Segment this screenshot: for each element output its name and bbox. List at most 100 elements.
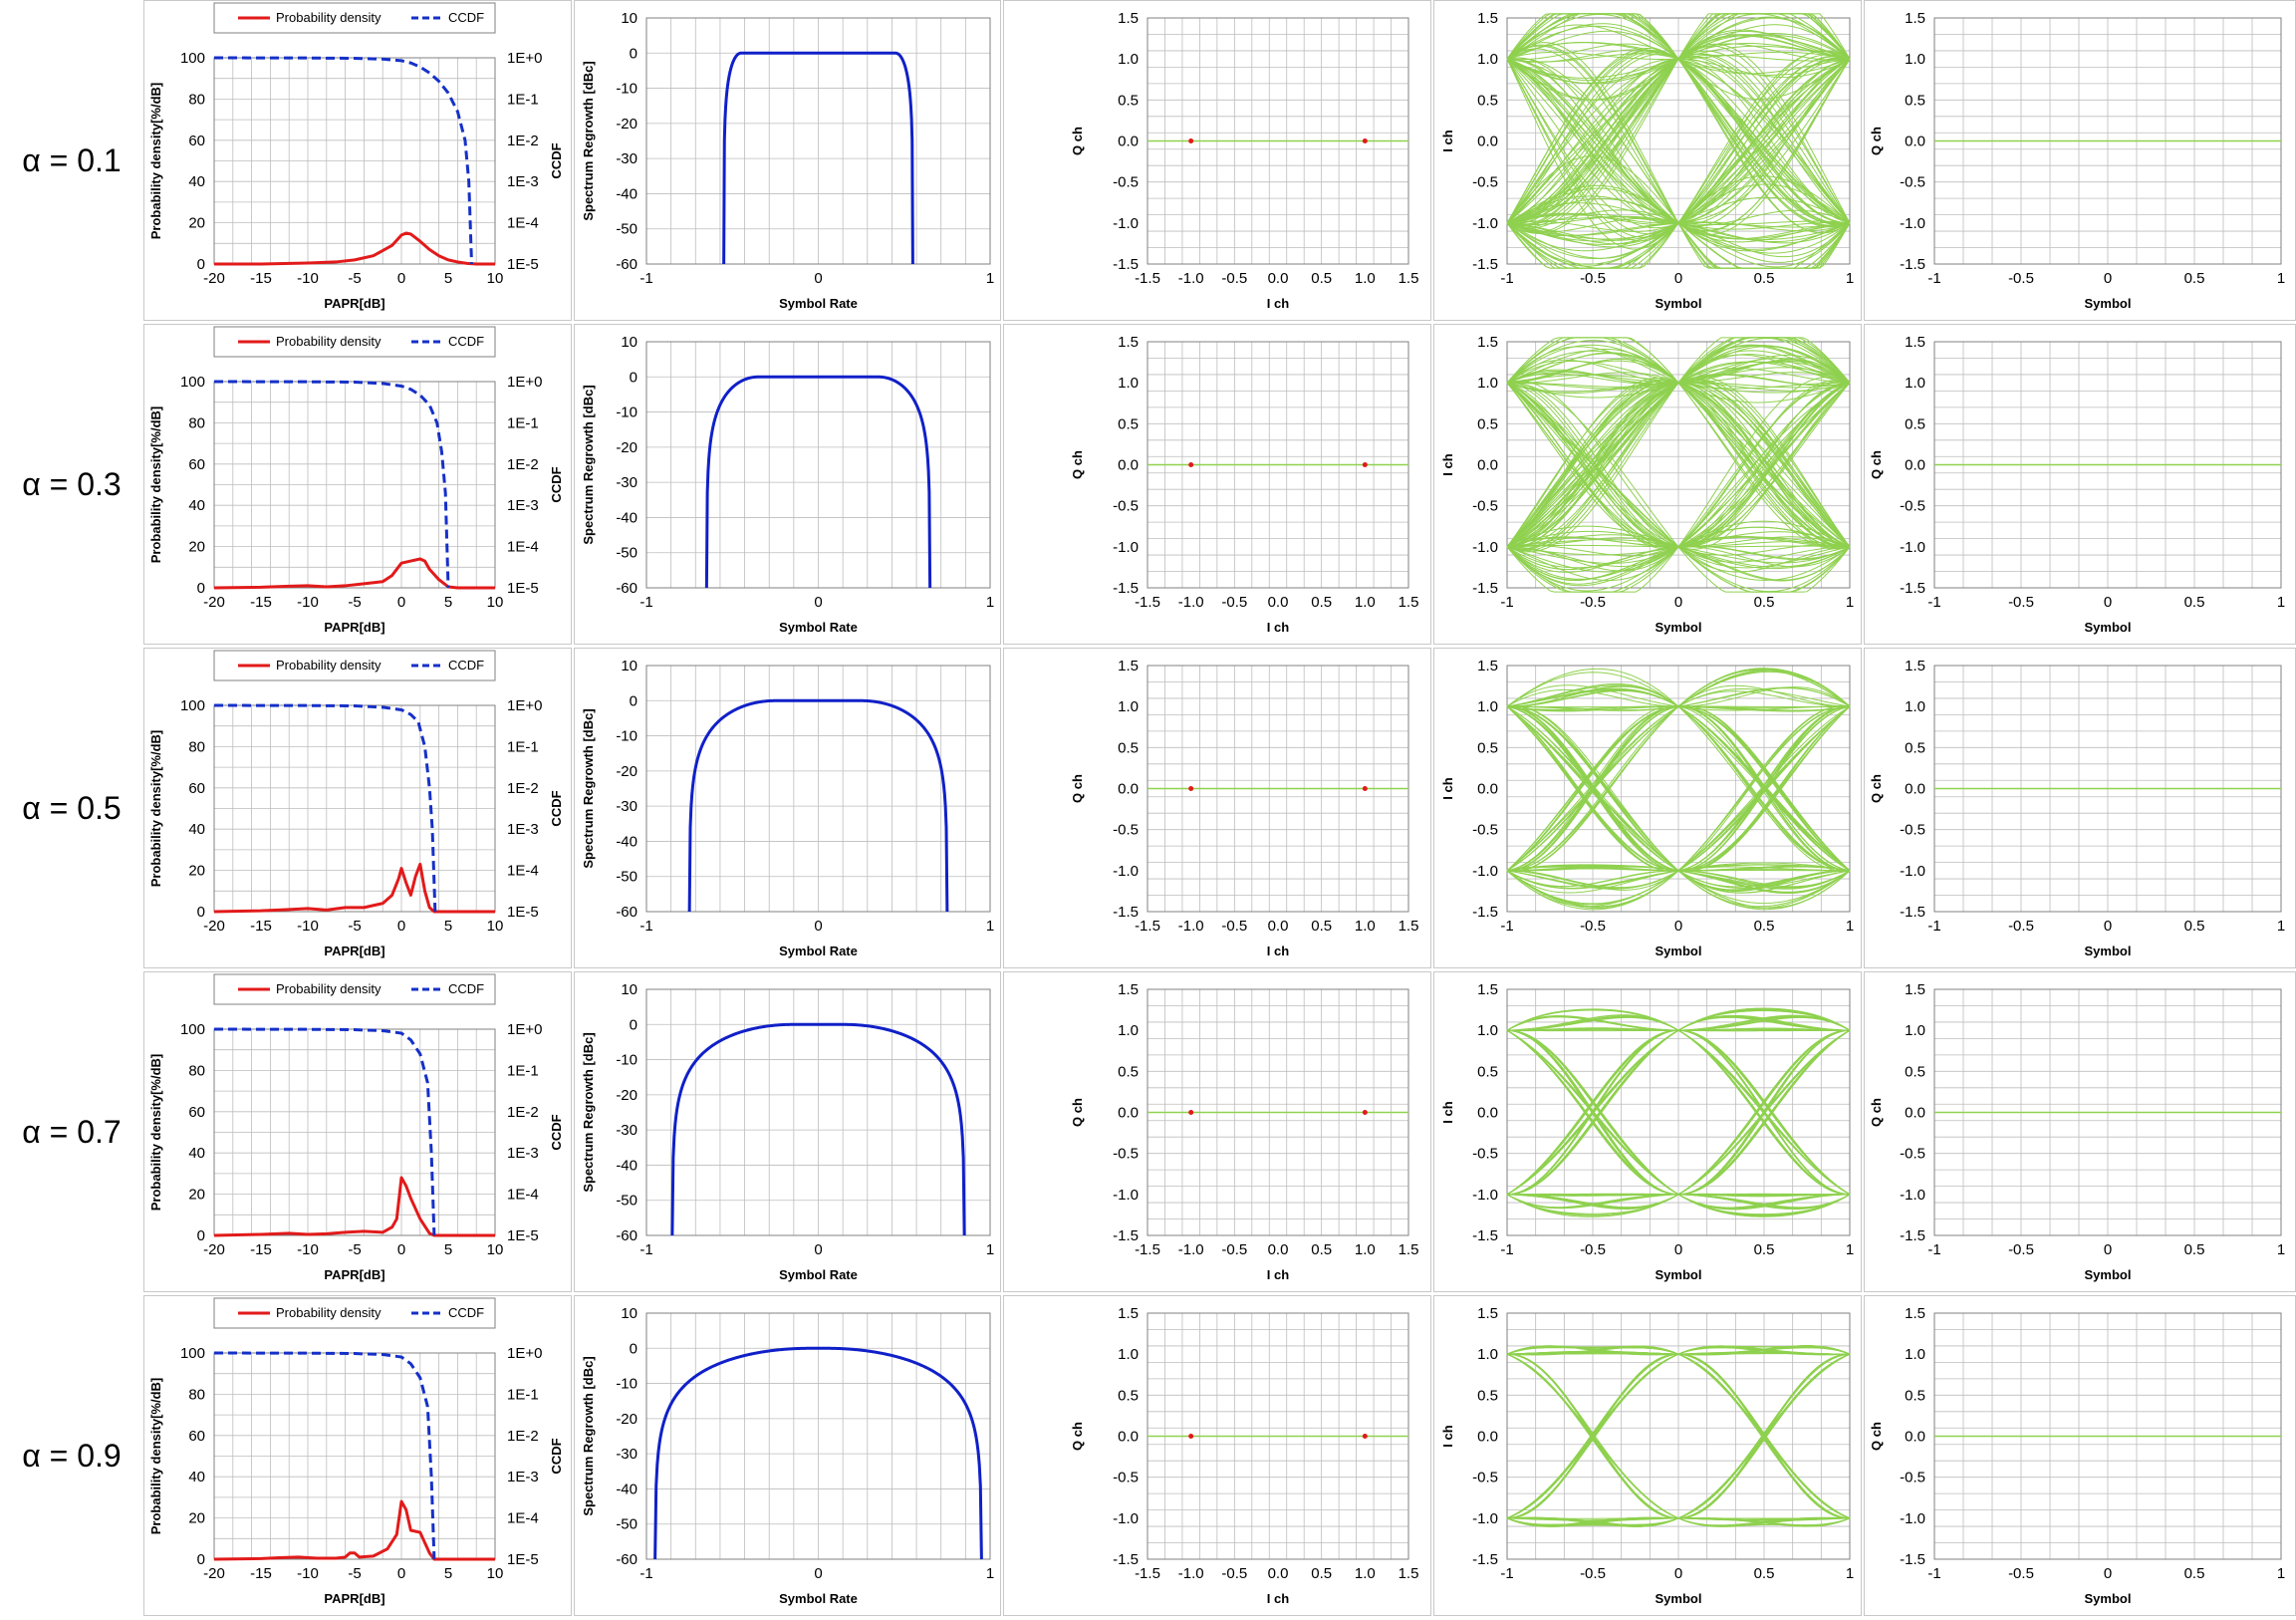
x-axis-title: Symbol Rate bbox=[779, 296, 858, 311]
y-tick-label: 1.0 bbox=[1118, 1346, 1139, 1363]
x-tick-label: -1 bbox=[1927, 270, 1940, 287]
legend-ccdf-label: CCDF bbox=[448, 334, 484, 349]
x-tick-label: 1 bbox=[986, 918, 994, 935]
y-tick-label: -0.5 bbox=[1900, 174, 1925, 191]
eye-trace bbox=[1506, 668, 1851, 872]
y2-tick-label: 1E-4 bbox=[507, 215, 539, 232]
y-tick-label: 0.5 bbox=[1118, 92, 1139, 109]
y-tick-label: -40 bbox=[616, 833, 638, 850]
y-tick-label: -1.5 bbox=[1472, 580, 1498, 597]
constellation-point bbox=[1362, 1434, 1368, 1439]
eye-diagram-i-chart-svg: -1 -0.5 0 0.5 1 -1.5 -1.0 -0.5 0.0 0.5 1.0 1.5 Symbo… bbox=[1440, 10, 1854, 311]
y-tick-label: 1.0 bbox=[1905, 1022, 1925, 1039]
y-tick-label: 1.0 bbox=[1118, 698, 1139, 715]
x-tick-label: 1.5 bbox=[1399, 918, 1419, 935]
y-tick-label: 1.5 bbox=[1118, 981, 1139, 998]
y2-tick-label: 1E+0 bbox=[507, 374, 542, 391]
y-tick-label: 0.5 bbox=[1905, 92, 1925, 109]
y-tick-label: 1.0 bbox=[1477, 51, 1498, 68]
x-tick-label: 1 bbox=[1846, 594, 1854, 611]
y-tick-label: -50 bbox=[616, 1516, 638, 1533]
y-tick-label: 1.5 bbox=[1477, 10, 1498, 27]
y-tick-label: -1.0 bbox=[1472, 1510, 1498, 1527]
x-tick-label: 0.5 bbox=[2184, 1565, 2205, 1582]
plot-area bbox=[1506, 17, 1851, 265]
legend-pdf-label: Probability density bbox=[276, 334, 382, 349]
y-tick-label: -50 bbox=[616, 221, 638, 238]
y-tick-label: 0 bbox=[630, 369, 638, 386]
y-axis-title: Probability density[%/dB] bbox=[148, 83, 163, 239]
spectrum-series-line bbox=[704, 375, 932, 589]
x-tick-label: -5 bbox=[348, 1565, 361, 1582]
eye-diagram-i-chart-svg: -1 -0.5 0 0.5 1 -1.5 -1.0 -0.5 0.0 0.5 1.0 1.5 Symbo… bbox=[1440, 1305, 1854, 1606]
x-tick-label: 0 bbox=[2104, 270, 2112, 287]
x-axis-title: PAPR[dB] bbox=[324, 1267, 384, 1282]
y-axis-title: Spectrum Regrowth [dBc] bbox=[581, 1356, 596, 1515]
y-tick-label: 1.0 bbox=[1118, 1022, 1139, 1039]
eye-diagram-i-chart: -1 -0.5 0 0.5 1 -1.5 -1.0 -0.5 0.0 0.5 1.0 1.5 Symbo… bbox=[1433, 1295, 1862, 1616]
papr-chart-svg: Probability density CCDF-20 -15 -10 -5 0 5 1002… bbox=[148, 1297, 564, 1606]
y2-tick-label: 1E+0 bbox=[507, 697, 542, 714]
y-tick-label: -1.5 bbox=[1113, 904, 1139, 921]
y-tick-label: 0 bbox=[197, 904, 205, 921]
x-tick-label: -0.5 bbox=[2008, 1565, 2034, 1582]
x-tick-label: 10 bbox=[487, 594, 504, 611]
y-tick-label: 40 bbox=[188, 821, 205, 838]
y-tick-label: -0.5 bbox=[1113, 174, 1139, 191]
papr-chart-svg: Probability density CCDF-20 -15 -10 -5 0 5 1002… bbox=[148, 2, 564, 311]
x-tick-label: 0.5 bbox=[1311, 594, 1332, 611]
y-tick-label: -60 bbox=[616, 904, 638, 921]
x-tick-label: 0.5 bbox=[2184, 594, 2205, 611]
x-tick-label: -0.5 bbox=[1580, 1565, 1606, 1582]
x-tick-label: 1 bbox=[986, 1565, 994, 1582]
constellation-chart-svg: -1.5 -1.0 -0.5 0.0 0.5 1.0 1.5 -1.5 -1.0 -0.5 0.0 0… bbox=[1070, 10, 1418, 311]
x-tick-label: 1.0 bbox=[1355, 918, 1376, 935]
y-tick-label: 0.5 bbox=[1477, 1063, 1498, 1080]
ccdf-series-line bbox=[213, 1027, 436, 1236]
x-tick-label: 1 bbox=[1846, 918, 1854, 935]
y-tick-label: -1.5 bbox=[1472, 256, 1498, 273]
constellation-chart: -1.5 -1.0 -0.5 0.0 0.5 1.0 1.5 -1.5 -1.0 -0.5 0.0 0… bbox=[1003, 1295, 1431, 1616]
x-axis-title: I ch bbox=[1267, 620, 1289, 635]
x-tick-label: -0.5 bbox=[2008, 918, 2034, 935]
y-tick-label: 1.0 bbox=[1905, 51, 1925, 68]
gridlines bbox=[214, 705, 495, 912]
y-tick-label: 0.5 bbox=[1118, 415, 1139, 432]
y-tick-label: -1.5 bbox=[1900, 1551, 1925, 1568]
spectrum-chart: -1 0 1 -60 -50 -40 -30 -20 -10 0 10 Symbol Rate Spec… bbox=[574, 648, 1001, 968]
eye-traces bbox=[1506, 1345, 1851, 1527]
x-tick-label: 1.5 bbox=[1399, 1241, 1419, 1258]
eye-trace bbox=[1506, 359, 1851, 384]
gridlines bbox=[1507, 342, 1850, 588]
papr-chart: Probability density CCDF -20 -15 -10 -5 0 5 10 0 2… bbox=[143, 1295, 572, 1616]
gridlines bbox=[646, 18, 990, 264]
pdf-series-line bbox=[213, 862, 495, 914]
y-tick-label: -1.0 bbox=[1113, 863, 1139, 880]
gridlines bbox=[646, 666, 990, 912]
eye-traces bbox=[1506, 337, 1851, 593]
y-tick-label: 60 bbox=[188, 1104, 205, 1121]
x-tick-label: 0.0 bbox=[1268, 918, 1289, 935]
x-tick-label: 1 bbox=[2277, 1241, 2285, 1258]
y-tick-label: 0 bbox=[630, 45, 638, 62]
y-tick-label: 80 bbox=[188, 738, 205, 755]
spectrum-chart: -1 0 1 -60 -50 -40 -30 -20 -10 0 10 Symbol Rate Spec… bbox=[574, 971, 1001, 1292]
x-tick-label: -0.5 bbox=[1221, 918, 1247, 935]
y-axis-title: Spectrum Regrowth [dBc] bbox=[581, 385, 596, 544]
legend-ccdf-label: CCDF bbox=[448, 1305, 484, 1320]
x-tick-label: 1 bbox=[1846, 270, 1854, 287]
y-tick-label: -40 bbox=[616, 185, 638, 202]
y-tick-label: -60 bbox=[616, 256, 638, 273]
y-tick-label: -10 bbox=[616, 1052, 638, 1069]
row-label: α = 0.9 bbox=[22, 1437, 122, 1474]
x-tick-label: 1.5 bbox=[1399, 1565, 1419, 1582]
y-tick-label: -30 bbox=[616, 1446, 638, 1463]
x-tick-label: -1 bbox=[1500, 1565, 1513, 1582]
legend: Probability density CCDF bbox=[213, 326, 496, 358]
x-tick-label: 5 bbox=[444, 270, 452, 287]
y-tick-label: 0.5 bbox=[1905, 415, 1925, 432]
y-tick-label: 0.0 bbox=[1477, 781, 1498, 798]
x-tick-label: -15 bbox=[250, 594, 272, 611]
y-tick-label: -1.0 bbox=[1113, 1187, 1139, 1204]
plot-area bbox=[1506, 341, 1851, 589]
